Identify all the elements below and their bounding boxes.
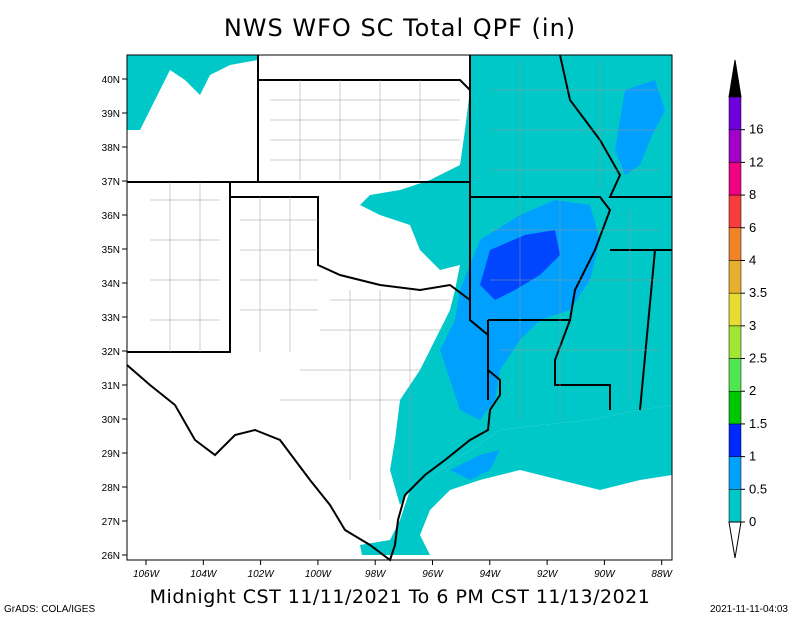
colorbar-label: 12 — [749, 154, 763, 169]
colorbar-label: 4 — [749, 252, 756, 267]
colorbar-label: 0 — [749, 514, 756, 529]
county-lines — [150, 60, 660, 520]
grads-credit: GrADS: COLA/IGES — [4, 604, 96, 615]
lat-label: 38N — [102, 143, 120, 154]
colorbar-segment — [728, 162, 742, 196]
lon-label: 98W — [365, 569, 387, 580]
lon-label: 94W — [480, 569, 502, 580]
colorbar-segment — [728, 96, 742, 130]
lat-label: 31N — [102, 381, 120, 392]
lat-label: 26N — [102, 551, 120, 562]
lon-label: 102W — [248, 569, 276, 580]
state-borders — [126, 54, 672, 562]
lon-label: 92W — [537, 569, 559, 580]
colorbar-segment — [728, 260, 742, 294]
map-area — [126, 54, 673, 562]
colorbar-label: 1 — [749, 449, 756, 464]
map-title: NWS WFO SC Total QPF (in) — [223, 14, 577, 42]
colorbar-segment — [728, 227, 742, 261]
lat-label: 30N — [102, 415, 120, 426]
lat-label: 39N — [102, 109, 120, 120]
longitude-axis: 106W 104W 102W 100W 98W 96W 94W 92W 90W 88W — [133, 560, 674, 580]
lat-label: 37N — [102, 177, 120, 188]
colorbar-over-triangle — [728, 59, 742, 98]
issue-timestamp: 2021-11-11-04:03 — [709, 604, 788, 615]
colorbar-label: 1.5 — [749, 416, 767, 431]
lat-label: 40N — [102, 75, 120, 86]
lat-label: 32N — [102, 347, 120, 358]
colorbar-label: 16 — [749, 122, 763, 137]
latitude-axis: 40N 39N 38N 37N 36N 35N 34N 33N 32N 31N 30N 29N 28N 2… — [102, 75, 127, 562]
colorbar-label: 6 — [749, 220, 756, 235]
colorbar-segment — [728, 129, 742, 163]
qpf-region-half-inch-north — [615, 80, 665, 175]
qpf-region-northwest — [127, 55, 258, 130]
colorbar-label: 3 — [749, 318, 756, 333]
colorbar-label: 2 — [749, 383, 756, 398]
qpf-colorbar: 0 0.5 1 1.5 2 2.5 3 3.5 4 6 8 12 16 — [728, 59, 767, 559]
colorbar-segment — [728, 390, 742, 425]
lat-label: 33N — [102, 313, 120, 324]
colorbar-label: 2.5 — [749, 351, 767, 366]
lat-label: 29N — [102, 449, 120, 460]
lat-label: 28N — [102, 483, 120, 494]
valid-period: Midnight CST 11/11/2021 To 6 PM CST 11/1… — [149, 586, 651, 608]
colorbar-segment — [728, 325, 742, 359]
qpf-region-half-inch-gulf — [450, 450, 500, 480]
colorbar-segment — [728, 423, 742, 457]
colorbar-segment — [728, 292, 742, 327]
colorbar-label: 0.5 — [749, 481, 767, 496]
lon-label: 88W — [651, 569, 673, 580]
lat-label: 27N — [102, 517, 120, 528]
gulf-shading — [360, 405, 672, 555]
colorbar-segment — [728, 358, 742, 392]
lon-label: 106W — [133, 569, 161, 580]
colorbar-segment — [728, 456, 742, 490]
colorbar-label: 8 — [749, 187, 756, 202]
lon-label: 100W — [305, 569, 333, 580]
lon-label: 90W — [594, 569, 616, 580]
lon-label: 96W — [422, 569, 444, 580]
lat-label: 35N — [102, 245, 120, 256]
colorbar-segment — [728, 194, 742, 229]
lat-label: 34N — [102, 279, 120, 290]
colorbar-under-triangle — [728, 521, 742, 559]
lon-label: 104W — [190, 569, 218, 580]
colorbar-label: 3.5 — [749, 285, 767, 300]
lat-label: 36N — [102, 211, 120, 222]
colorbar-segment — [728, 489, 742, 523]
